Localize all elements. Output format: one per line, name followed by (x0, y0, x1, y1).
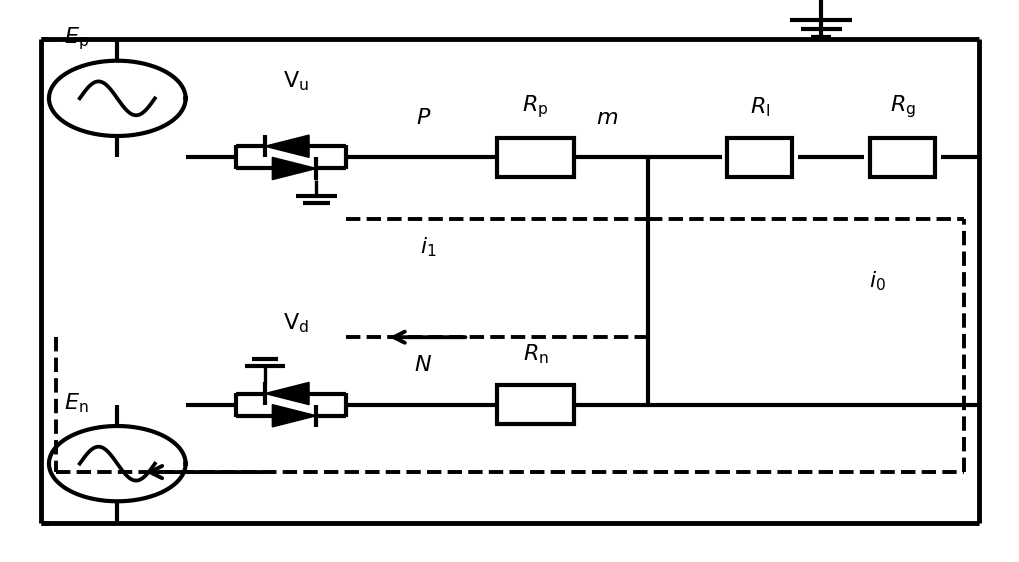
Text: $R_\mathrm{p}$: $R_\mathrm{p}$ (522, 93, 548, 120)
Text: $R_\mathrm{l}$: $R_\mathrm{l}$ (749, 95, 769, 119)
Text: $R_\mathrm{g}$: $R_\mathrm{g}$ (889, 93, 915, 120)
Text: $P$: $P$ (415, 107, 431, 129)
Text: $\mathrm{V_d}$: $\mathrm{V_d}$ (282, 311, 309, 335)
Bar (869, 138, 934, 177)
Text: $m$: $m$ (595, 107, 618, 129)
Polygon shape (265, 135, 309, 157)
Polygon shape (272, 405, 316, 427)
Text: $\mathrm{V_u}$: $\mathrm{V_u}$ (282, 70, 309, 93)
Bar (497, 385, 574, 424)
Polygon shape (272, 157, 316, 180)
Text: $E_\mathrm{p}$: $E_\mathrm{p}$ (64, 25, 89, 52)
Text: $N$: $N$ (414, 354, 432, 377)
Bar (727, 138, 792, 177)
Text: $R_\mathrm{n}$: $R_\mathrm{n}$ (522, 342, 548, 366)
Bar (497, 138, 574, 177)
Text: $E_\mathrm{n}$: $E_\mathrm{n}$ (64, 392, 89, 415)
Text: $i_1$: $i_1$ (420, 235, 436, 259)
Text: $i_0$: $i_0$ (868, 269, 884, 293)
Polygon shape (265, 382, 309, 405)
